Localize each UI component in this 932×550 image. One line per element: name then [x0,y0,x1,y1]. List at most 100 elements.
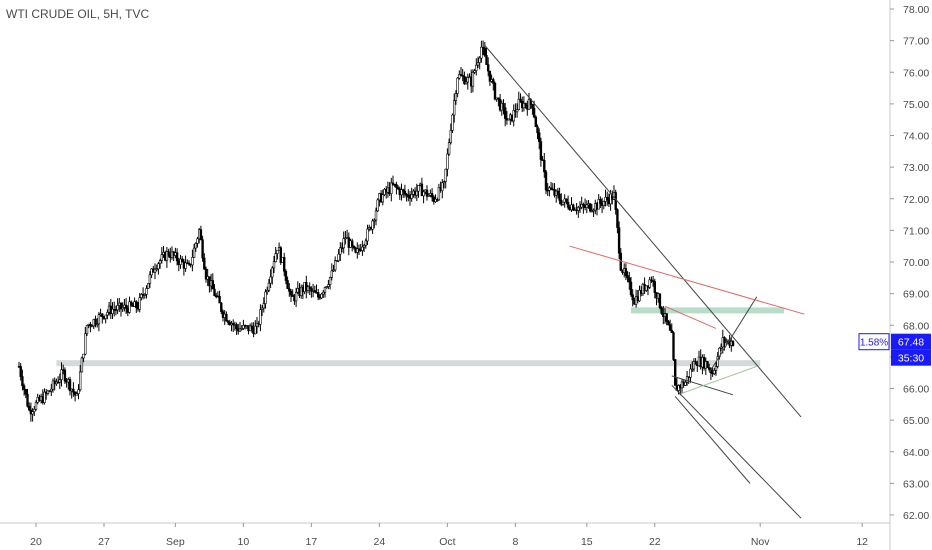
candle [480,40,483,63]
trend-line-0[interactable] [484,45,802,418]
candle [225,311,228,322]
candle [492,77,495,91]
y-tick-label: 62.00 [903,510,929,522]
candle [130,300,133,307]
candle [342,231,345,254]
candle [124,298,128,314]
candle [337,248,340,263]
candle [85,324,89,336]
candle [517,91,521,111]
candle [582,202,585,214]
candle [706,360,709,369]
candle [471,69,475,93]
candle [89,321,92,333]
trend-line-3[interactable] [671,375,734,396]
candle [502,99,505,115]
candle [376,198,379,213]
candle [483,41,486,58]
candle [694,358,697,365]
candle [459,67,463,77]
candle [201,235,204,262]
candle [31,408,34,422]
candle [437,183,441,202]
candle [537,128,541,150]
candle [665,313,668,326]
candle [68,376,72,396]
candle [493,81,497,101]
candle [456,77,459,98]
candle [240,325,243,331]
candle [503,102,507,127]
candle [707,363,711,372]
trend-line-5[interactable] [569,245,805,315]
candle [692,358,696,372]
candle [441,179,444,199]
candle [75,391,79,396]
trend-line-4[interactable] [708,296,758,373]
candle [79,365,82,392]
candle [235,322,238,335]
y-tick-label: 68.00 [903,320,929,332]
candle [519,93,522,103]
candle [90,324,94,328]
trend-line-2[interactable] [671,384,802,519]
candle [153,263,157,280]
candle [578,201,582,214]
candle [430,188,434,202]
candle [446,148,449,177]
candle [425,185,429,201]
candle [313,285,316,293]
candle [56,376,60,384]
candle [264,289,267,309]
candle [524,102,527,109]
candle [580,196,583,210]
candle [19,362,22,381]
candle [339,242,342,262]
candle [294,287,298,307]
candle [507,118,510,121]
candle [135,300,138,313]
candle [617,221,621,259]
candle [148,271,152,288]
candle [27,402,31,412]
candle [629,276,633,297]
candle [267,279,271,293]
candle [213,284,216,297]
candle [271,266,274,285]
candle [175,248,179,266]
candle [181,256,184,263]
candle [713,367,716,376]
candle [690,361,694,372]
change-percent-badge [858,333,890,351]
y-tick-label: 66.00 [903,384,929,396]
candle [226,319,230,326]
trend-line-6[interactable] [664,305,717,329]
candle [350,238,354,252]
candle [58,373,62,390]
candle [310,286,313,298]
trend-line-1[interactable] [674,396,751,484]
candle [444,168,447,189]
candle [590,204,594,213]
candle [282,252,286,277]
candle [645,285,648,293]
candle [371,218,374,234]
candle [481,40,485,56]
last-price-label: 67.48 [898,337,924,349]
candle [571,203,575,211]
change-percent-label: 1.58% [860,338,888,349]
y-tick-label: 63.00 [903,478,929,490]
candle [82,353,85,363]
trend-line-7[interactable] [681,365,757,394]
y-tick-label: 71.00 [903,225,929,237]
candle [322,289,325,298]
candle [119,302,123,317]
chart-title: WTI CRUDE OIL, 5H, TVC [6,7,150,21]
candle [680,378,684,394]
candle [325,285,328,289]
candle [269,269,272,289]
candle [561,201,565,206]
candle [34,400,38,411]
candle [289,288,293,302]
